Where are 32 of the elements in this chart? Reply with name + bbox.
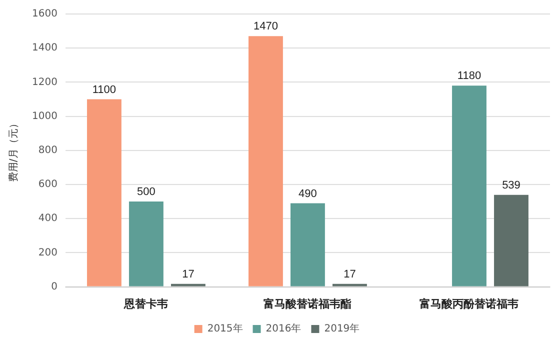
x-tick-label: 富马酸替诺福韦酯 [264,297,352,310]
y-tick-label: 1200 [32,76,58,88]
y-tick-label: 400 [38,213,58,224]
x-tick-label: 富马酸丙酚替诺福韦 [420,297,519,310]
y-tick-label: 1600 [32,8,58,20]
y-tick-label: 0 [51,281,58,292]
y-axis-title: 费用/月（元） [8,118,20,182]
y-tick-label: 1000 [32,110,58,122]
bar [452,86,486,286]
bar [170,284,206,286]
legend-label: 2015年 [207,322,243,335]
data-label: 1180 [457,70,482,82]
bar [128,202,164,286]
data-label: 17 [344,268,356,280]
y-tick-label: 200 [38,247,58,258]
data-label: 539 [502,179,520,192]
y-tick-label: 1400 [32,42,58,54]
y-tick-label: 600 [38,179,58,190]
data-label: 1470 [253,20,278,33]
data-label: 500 [137,186,156,198]
bar [248,36,283,286]
legend-label: 2019年 [324,322,360,335]
bar [86,99,122,286]
data-label: 490 [298,188,317,200]
legend-label: 2016年 [266,322,302,335]
x-tick-label: 恩替卡韦 [123,297,168,310]
data-label: 1100 [92,84,116,96]
y-tick-label: 800 [38,144,58,156]
bar [494,194,528,286]
data-label: 17 [182,268,194,280]
bar [332,284,367,286]
bar [290,203,325,286]
